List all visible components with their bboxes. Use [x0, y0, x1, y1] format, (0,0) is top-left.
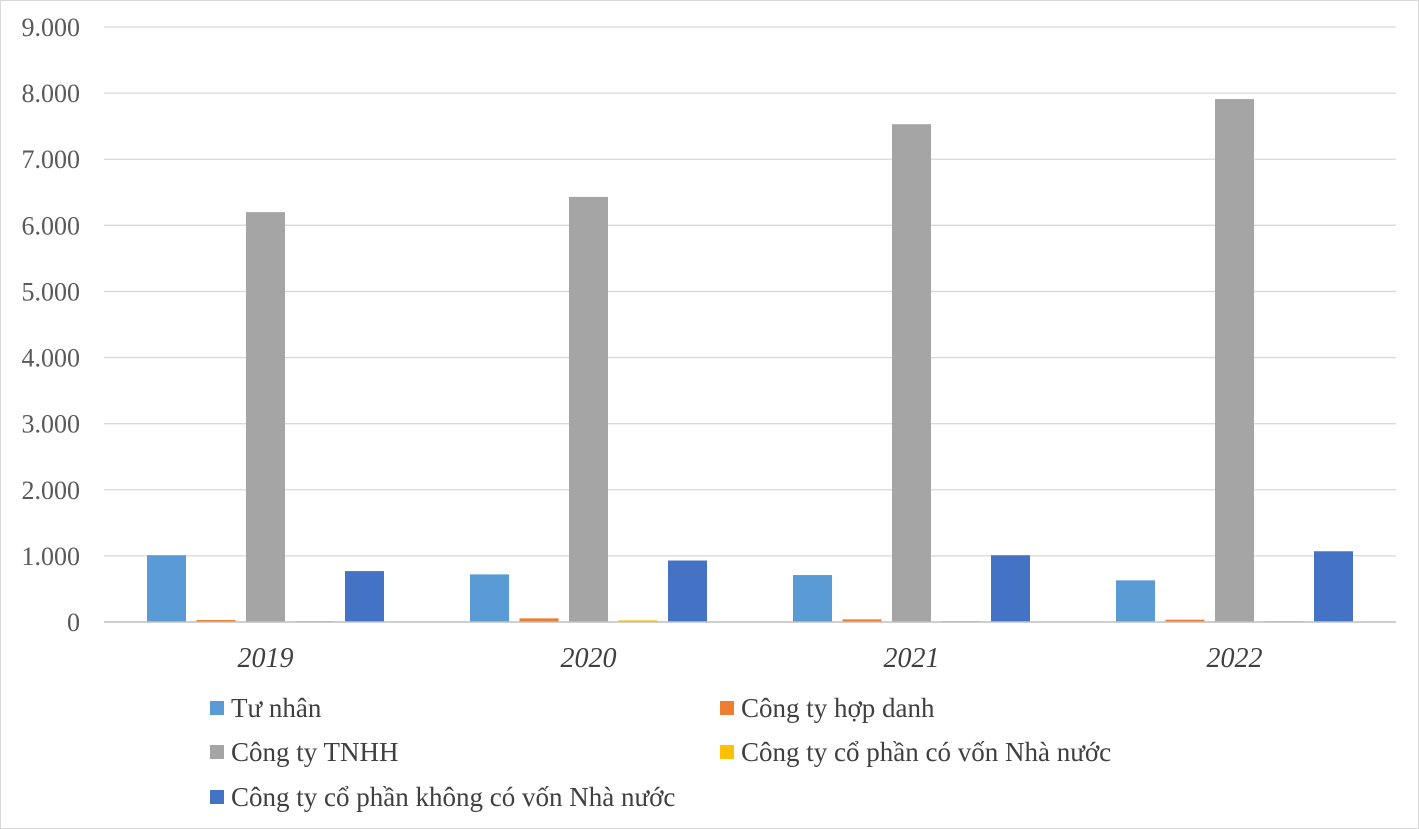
legend-swatch — [210, 790, 224, 804]
gridlines — [104, 26, 1396, 557]
legend-label: Công ty cổ phần không có vốn Nhà nước — [231, 782, 675, 812]
y-tick-label: 2.000 — [22, 476, 81, 505]
x-category-label: 2021 — [884, 643, 940, 674]
bar — [618, 620, 658, 622]
bar — [668, 560, 707, 622]
bar — [1314, 551, 1353, 622]
legend-label: Tư nhân — [231, 693, 322, 723]
y-tick-label: 4.000 — [22, 344, 81, 373]
bars — [147, 99, 1353, 623]
bar — [1116, 580, 1155, 622]
legend: Tư nhân Công ty hợp danh Công ty TNHH Công … — [210, 693, 1111, 812]
bar — [345, 571, 384, 622]
legend-swatch — [210, 745, 224, 759]
x-category-label: 2022 — [1207, 643, 1263, 674]
bar — [1215, 99, 1254, 623]
y-tick-label: 0 — [67, 608, 80, 637]
y-tick-label: 3.000 — [22, 410, 81, 439]
bar — [569, 196, 608, 622]
bar — [842, 619, 882, 622]
y-tick-label: 9.000 — [22, 13, 81, 42]
x-category-label: 2020 — [561, 643, 617, 674]
bar — [196, 620, 236, 622]
legend-label: Công ty hợp danh — [741, 693, 935, 723]
y-tick-label: 7.000 — [22, 145, 81, 174]
bar — [793, 575, 832, 622]
legend-label: Công ty cổ phần có vốn Nhà nước — [741, 737, 1111, 767]
legend-swatch — [720, 745, 734, 759]
legend-swatch — [720, 701, 734, 715]
y-axis-tick-labels: 0 1.000 2.000 3.000 4.000 5.000 6.000 7.000 8.00… — [22, 13, 81, 637]
y-tick-label: 6.000 — [22, 211, 81, 240]
bar — [519, 618, 559, 622]
bar — [892, 124, 931, 622]
bar — [147, 555, 186, 622]
y-tick-label: 5.000 — [22, 277, 81, 306]
y-tick-label: 1.000 — [22, 542, 81, 571]
x-axis-category-labels: 2019 2020 2021 2022 — [238, 643, 1263, 674]
legend-label: Công ty TNHH — [231, 737, 399, 767]
bar — [991, 555, 1030, 622]
bar — [1165, 619, 1205, 622]
bar — [246, 212, 285, 622]
x-category-label: 2019 — [238, 643, 294, 674]
bar — [470, 574, 509, 622]
y-tick-label: 8.000 — [22, 79, 81, 108]
legend-swatch — [210, 701, 224, 715]
